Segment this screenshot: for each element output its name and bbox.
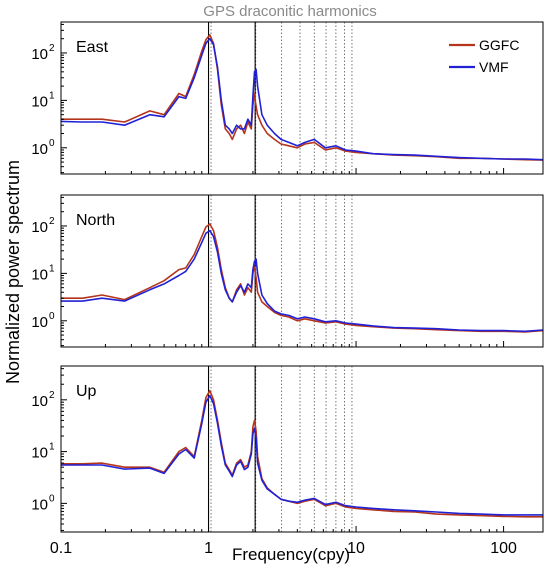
panel-label: Up <box>76 383 97 400</box>
panel-frame <box>60 365 544 533</box>
series-line-ggfc <box>61 223 544 333</box>
y-tick-exponent: 2 <box>49 390 55 401</box>
legend-label-ggfc: GGFC <box>479 37 519 53</box>
y-tick-label: 10 <box>31 393 48 410</box>
series-line-vmf <box>61 394 543 516</box>
series-line-ggfc <box>61 34 544 161</box>
y-tick-label: 10 <box>31 46 48 63</box>
y-tick-label: 10 <box>31 93 48 110</box>
panel-label: East <box>76 39 109 56</box>
y-tick-label: 10 <box>31 141 48 158</box>
panel-frame <box>60 21 544 175</box>
y-tick-exponent: 2 <box>49 43 55 54</box>
x-tick-label: 10 <box>347 540 365 557</box>
y-tick-exponent: 0 <box>49 138 55 149</box>
y-tick-exponent: 1 <box>49 90 55 101</box>
panel-label: North <box>76 212 115 229</box>
y-tick-label: 10 <box>31 219 48 236</box>
y-tick-label: 10 <box>31 266 48 283</box>
panel-frame <box>60 194 544 348</box>
y-tick-exponent: 2 <box>49 216 55 227</box>
y-axis-label: Normalized power spectrum <box>3 160 23 384</box>
y-tick-label: 10 <box>31 314 48 331</box>
x-tick-label: 0.1 <box>50 540 72 557</box>
x-tick-label: 100 <box>490 540 517 557</box>
series-line-vmf <box>60 37 544 161</box>
y-tick-exponent: 0 <box>49 493 55 504</box>
figure-header: GPS draconitic harmonics <box>203 3 376 20</box>
series-line-vmf <box>61 229 544 333</box>
y-tick-exponent: 1 <box>49 442 55 453</box>
y-tick-label: 10 <box>31 445 48 462</box>
legend: GGFC VMF <box>449 37 519 75</box>
x-axis-label: Frequency(cpy) <box>232 545 350 564</box>
y-tick-exponent: 1 <box>49 263 55 274</box>
legend-label-vmf: VMF <box>479 59 509 75</box>
y-tick-label: 10 <box>31 496 48 513</box>
y-tick-exponent: 0 <box>49 311 55 322</box>
series-line-ggfc <box>61 389 543 518</box>
x-tick-label: 1 <box>204 540 213 557</box>
